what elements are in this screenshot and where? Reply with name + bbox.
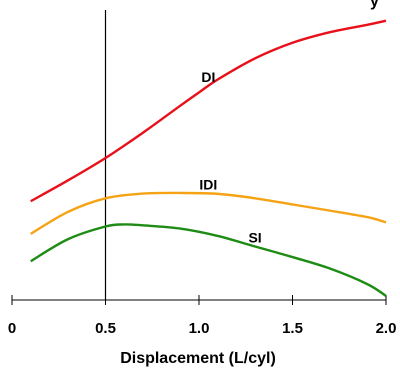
series-label-di: DI (201, 69, 215, 85)
chart-title: y (370, 0, 379, 10)
x-tick-label: 1.5 (282, 320, 303, 337)
x-tick-label: 2.0 (376, 320, 397, 337)
series-line-idi (30, 191, 387, 235)
x-tick-label: 0.5 (95, 320, 116, 337)
x-axis-ticks: 0 0.5 1.0 1.5 2.0 (8, 295, 397, 337)
series-line-di (30, 19, 387, 203)
series-line-si (30, 223, 387, 297)
series-label-si: SI (248, 229, 261, 245)
x-axis-title: Displacement (L/cyl) (120, 350, 276, 367)
series-group: DI IDI SI (30, 19, 387, 297)
x-tick-label: 0 (8, 320, 16, 337)
x-tick-label: 1.0 (189, 320, 210, 337)
series-label-idi: IDI (199, 177, 217, 193)
